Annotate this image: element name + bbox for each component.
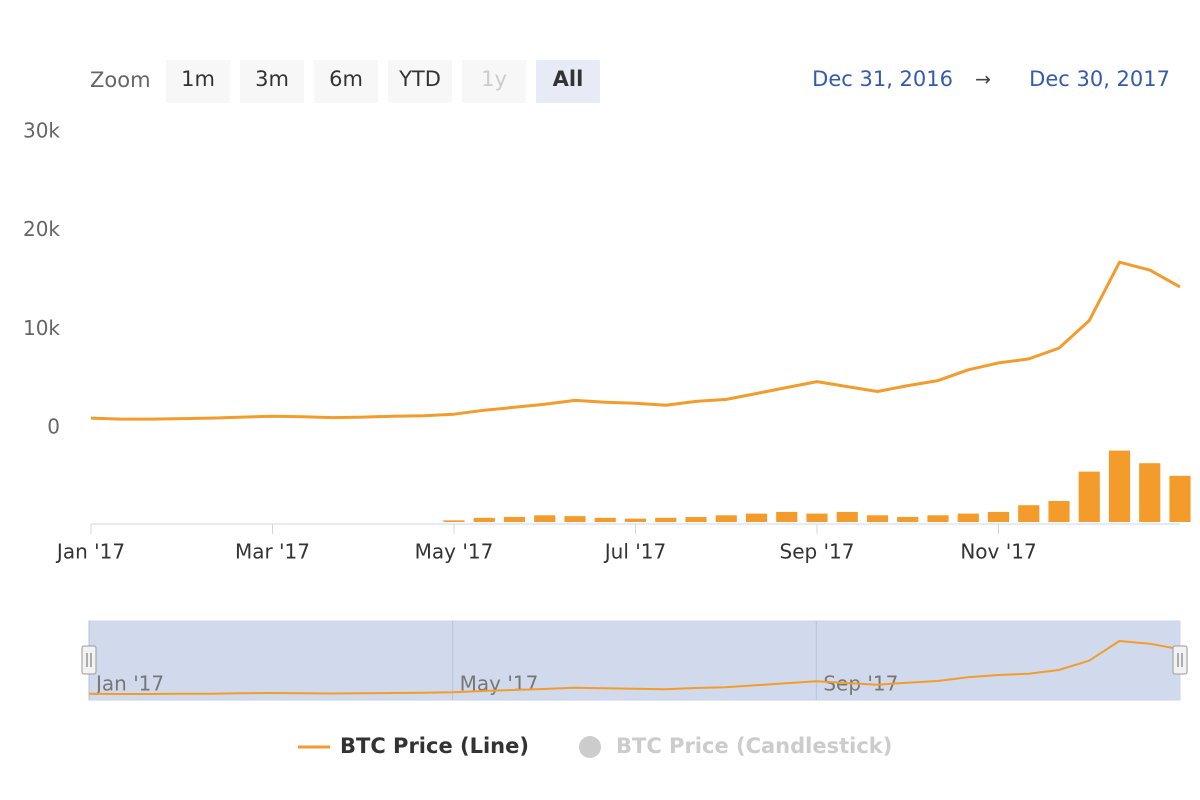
y-tick-label: 0 [47, 415, 60, 439]
zoom-button-label[interactable]: 6m [329, 67, 363, 91]
volume-bar [443, 520, 465, 522]
x-tick-label: Nov '17 [960, 540, 1036, 564]
volume-bar [987, 511, 1010, 522]
volume-bar [503, 516, 526, 522]
legend-item[interactable]: BTC Price (Candlestick) [616, 734, 892, 758]
volume-bar [1108, 450, 1131, 522]
x-tick-label: Jan '17 [55, 540, 125, 564]
zoom-button[interactable] [536, 60, 600, 103]
volume-bar [866, 515, 889, 522]
zoom-button-label[interactable]: 3m [255, 67, 289, 91]
range-from[interactable]: Dec 31, 2016 [812, 67, 953, 91]
navigator-handle[interactable] [1172, 645, 1188, 675]
volume-bar [1169, 475, 1191, 522]
volume-bar [1048, 501, 1070, 522]
legend-symbol [579, 736, 601, 758]
volume-bar [1078, 471, 1100, 522]
y-tick-label: 30k [23, 119, 60, 143]
x-tick-label: Sep '17 [780, 540, 855, 564]
volume-bar [685, 516, 707, 522]
volume-bar [473, 517, 495, 522]
range-arrow: → [975, 69, 991, 91]
zoom-button[interactable] [240, 60, 304, 103]
navigator-mask[interactable] [88, 620, 1181, 701]
volume-bar [957, 513, 979, 522]
zoom-button-label: 1y [481, 67, 507, 91]
volume-bar [836, 511, 858, 522]
x-tick-label: Mar '17 [235, 540, 310, 564]
zoom-button[interactable] [388, 60, 452, 103]
x-tick-label: May '17 [415, 540, 494, 564]
volume-bar [927, 515, 949, 522]
y-tick-label: 10k [23, 316, 60, 340]
volume-bar [745, 513, 768, 522]
volume-bar [1018, 505, 1040, 522]
volume-bar [534, 515, 556, 522]
zoom-button [462, 60, 526, 103]
navigator-label: Jan '17 [94, 672, 164, 696]
zoom-button-label[interactable]: 1m [181, 67, 215, 91]
volume-bar [655, 517, 677, 522]
volume-bar [1139, 463, 1161, 522]
volume-bar [776, 511, 798, 522]
volume-bar [715, 515, 737, 522]
zoom-button-label[interactable]: YTD [398, 67, 441, 91]
volume-bar [806, 513, 828, 522]
navigator-handle[interactable] [81, 645, 97, 675]
price-line [90, 260, 1181, 421]
zoom-button[interactable] [314, 60, 378, 103]
volume-bar [897, 516, 919, 522]
volume-bar [564, 516, 586, 522]
x-tick-label: Jul '17 [603, 540, 666, 564]
zoom-button-label[interactable]: All [553, 67, 584, 91]
volume-bar [594, 517, 616, 522]
range-to[interactable]: Dec 30, 2017 [1029, 67, 1170, 91]
zoom-button[interactable] [166, 60, 230, 103]
y-tick-label: 20k [23, 217, 60, 241]
navigator-line [88, 640, 1181, 695]
zoom-label: Zoom [90, 68, 151, 92]
legend-item[interactable]: BTC Price (Line) [340, 734, 529, 758]
volume-bar [624, 518, 647, 522]
